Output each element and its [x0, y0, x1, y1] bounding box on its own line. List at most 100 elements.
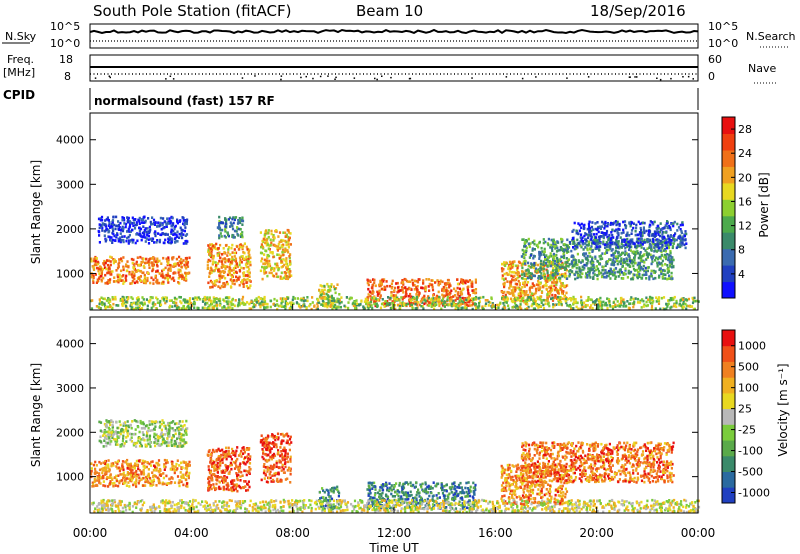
power-cell	[415, 293, 418, 296]
power-cell	[273, 236, 276, 240]
power-cell	[636, 237, 639, 241]
power-cell	[677, 226, 681, 229]
power-cell	[424, 301, 427, 304]
power-cell	[636, 244, 639, 248]
power-cell	[616, 270, 619, 274]
power-cell	[601, 303, 604, 307]
power-cell	[554, 268, 557, 272]
power-cell	[125, 300, 128, 304]
power-cell	[124, 222, 128, 226]
power-cell	[142, 271, 145, 274]
power-cell	[167, 222, 170, 225]
power-cell	[647, 229, 650, 233]
power-cell	[659, 239, 662, 243]
power-cell	[142, 225, 145, 228]
power-cell	[667, 224, 671, 228]
power-cell	[293, 297, 297, 300]
power-cell	[693, 307, 696, 311]
power-cell	[145, 257, 148, 261]
velocity-cell	[98, 481, 101, 484]
power-cell	[546, 280, 549, 283]
power-cell	[471, 289, 474, 292]
power-cell	[553, 296, 556, 300]
power-cell	[152, 278, 155, 282]
power-cell	[654, 249, 657, 252]
power-cell	[637, 261, 640, 265]
power-cell	[108, 222, 111, 226]
power-cell	[154, 275, 157, 278]
power-cell	[599, 271, 602, 275]
power-cell	[587, 296, 590, 299]
power-cell	[285, 266, 288, 269]
power-cell	[684, 238, 687, 242]
power-cell	[140, 307, 144, 310]
power-cell	[672, 298, 675, 301]
power-cell	[431, 285, 434, 289]
power-cell	[522, 262, 525, 266]
power-cell	[601, 231, 604, 234]
power-cell	[434, 281, 437, 284]
power-cell	[572, 228, 575, 232]
power-cell	[616, 220, 619, 224]
power-cell	[269, 299, 272, 303]
power-cell	[579, 240, 582, 243]
power-cell	[554, 286, 557, 290]
power-cell	[305, 307, 308, 310]
nave-mark	[409, 77, 412, 80]
power-cell	[119, 279, 122, 282]
power-cell	[118, 226, 121, 229]
power-cell	[230, 274, 233, 277]
velocity-cell	[144, 475, 148, 479]
power-cell	[683, 243, 686, 247]
power-cell	[107, 230, 110, 234]
power-cell	[209, 259, 212, 263]
power-cell	[178, 236, 181, 239]
power-cell	[218, 215, 221, 219]
power-cell	[166, 260, 169, 263]
power-cell	[103, 234, 106, 237]
power-cell	[526, 303, 529, 306]
power-cell	[288, 260, 292, 263]
power-cell	[514, 282, 517, 286]
power-cell	[177, 271, 180, 274]
power-cell	[115, 215, 118, 219]
power-cell	[92, 274, 95, 277]
power-cell	[425, 299, 429, 303]
power-cell	[527, 242, 530, 245]
power-cell	[127, 227, 130, 231]
power-cell	[471, 282, 474, 286]
power-cell	[110, 273, 113, 276]
power-cell	[526, 307, 529, 310]
power-cell	[147, 234, 150, 238]
power-cell	[208, 275, 211, 278]
power-cell	[117, 220, 120, 223]
power-cell	[597, 230, 600, 234]
power-cell	[203, 306, 206, 310]
power-cell	[209, 286, 212, 289]
power-cell	[531, 282, 534, 285]
power-cell	[384, 302, 387, 305]
power-cell	[131, 297, 134, 301]
velocity-cell	[105, 477, 108, 481]
power-cell	[148, 261, 151, 265]
power-cell	[556, 295, 559, 299]
power-cell	[630, 229, 634, 232]
power-cell	[652, 222, 655, 226]
power-cell	[656, 265, 659, 268]
power-cell	[560, 260, 563, 263]
power-cell	[555, 288, 559, 291]
power-cell	[230, 246, 233, 250]
power-cell	[546, 299, 549, 303]
power-cell	[108, 235, 111, 239]
power-cell	[236, 226, 239, 229]
power-cell	[474, 281, 477, 284]
power-cell	[275, 275, 278, 278]
power-cell	[508, 273, 511, 276]
power-cell	[151, 296, 154, 300]
power-cell	[247, 250, 251, 253]
power-cell	[193, 302, 196, 305]
velocity-cell	[94, 470, 97, 473]
power-cell	[635, 240, 638, 244]
power-cell	[135, 233, 138, 236]
power-cell	[527, 237, 530, 241]
